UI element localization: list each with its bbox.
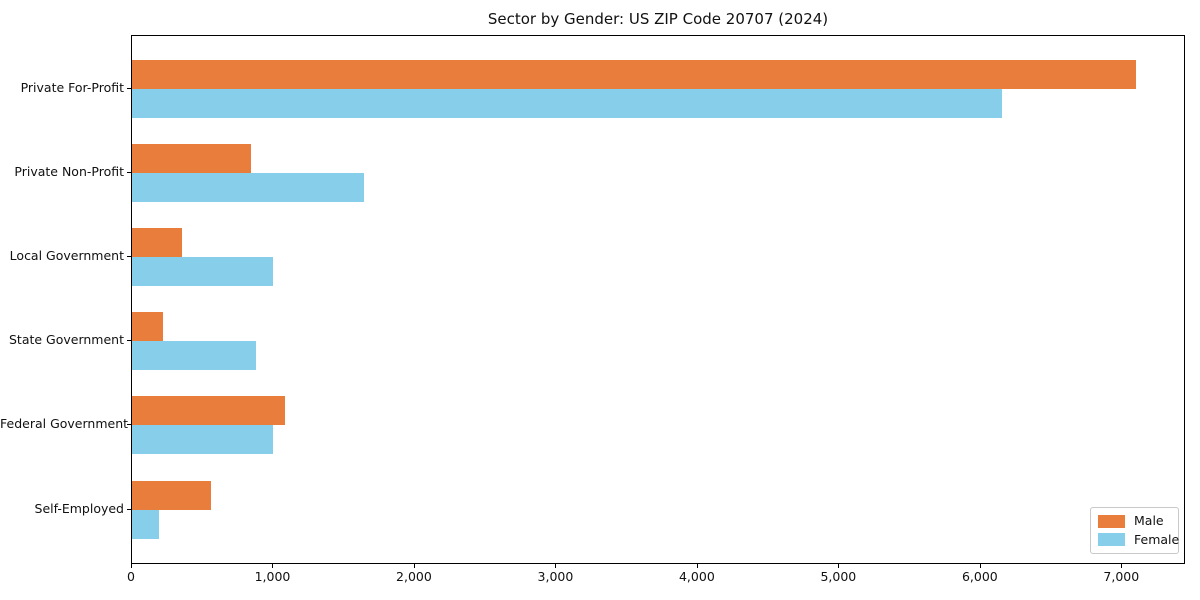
bar-male-5 [132,396,285,426]
x-tick-label: 6,000 [961,569,998,584]
x-tick [696,564,698,568]
bar-male-3 [132,228,182,258]
chart-title: Sector by Gender: US ZIP Code 20707 (202… [487,10,829,28]
y-tick-label: Private Non-Profit [14,164,124,180]
x-tick-label: 0 [127,569,135,584]
y-tick [127,508,131,510]
y-tick-label: Private For-Profit [20,80,124,95]
y-tick-label: Local Government [9,248,124,264]
x-tick [838,564,840,568]
bar-female-4 [132,341,257,371]
bar-male-1 [132,60,1137,89]
y-tick-label: Self-Employed [34,500,124,516]
x-tick [131,564,132,568]
x-tick [413,564,415,568]
x-tick [555,564,557,568]
x-tick [272,564,274,568]
x-tick-label: 4,000 [678,569,715,584]
plot-area [131,35,1185,564]
bar-female-2 [132,173,365,203]
x-tick-label: 7,000 [1103,569,1140,584]
x-tick-label: 2,000 [396,569,432,584]
legend-label-male: Male [1134,513,1164,529]
bar-female-3 [132,257,274,287]
x-tick-label: 1,000 [254,569,291,584]
x-tick [979,564,981,568]
male-series-swatch [1098,514,1125,528]
bar-female-5 [132,425,274,455]
y-tick [127,88,131,89]
legend-entry-male: Male [1098,514,1171,528]
y-tick [127,340,131,342]
y-tick [127,424,131,426]
y-tick-label: State Government [8,332,124,348]
bar-male-2 [132,144,251,174]
y-tick [127,256,131,258]
x-tick-label: 5,000 [820,569,857,584]
legend-entry-female: Female [1098,532,1179,547]
bar-male-4 [132,312,164,342]
y-tick [127,172,131,174]
female-series-swatch [1098,533,1125,547]
legend: Male Female [1090,507,1179,554]
y-tick-label: Federal Government [0,416,129,432]
bar-male-6 [132,480,212,510]
bar-female-1 [132,89,1003,118]
x-tick [1121,564,1123,568]
legend-label-female: Female [1134,531,1180,547]
bar-female-6 [132,509,159,539]
x-tick-label: 3,000 [537,569,574,584]
